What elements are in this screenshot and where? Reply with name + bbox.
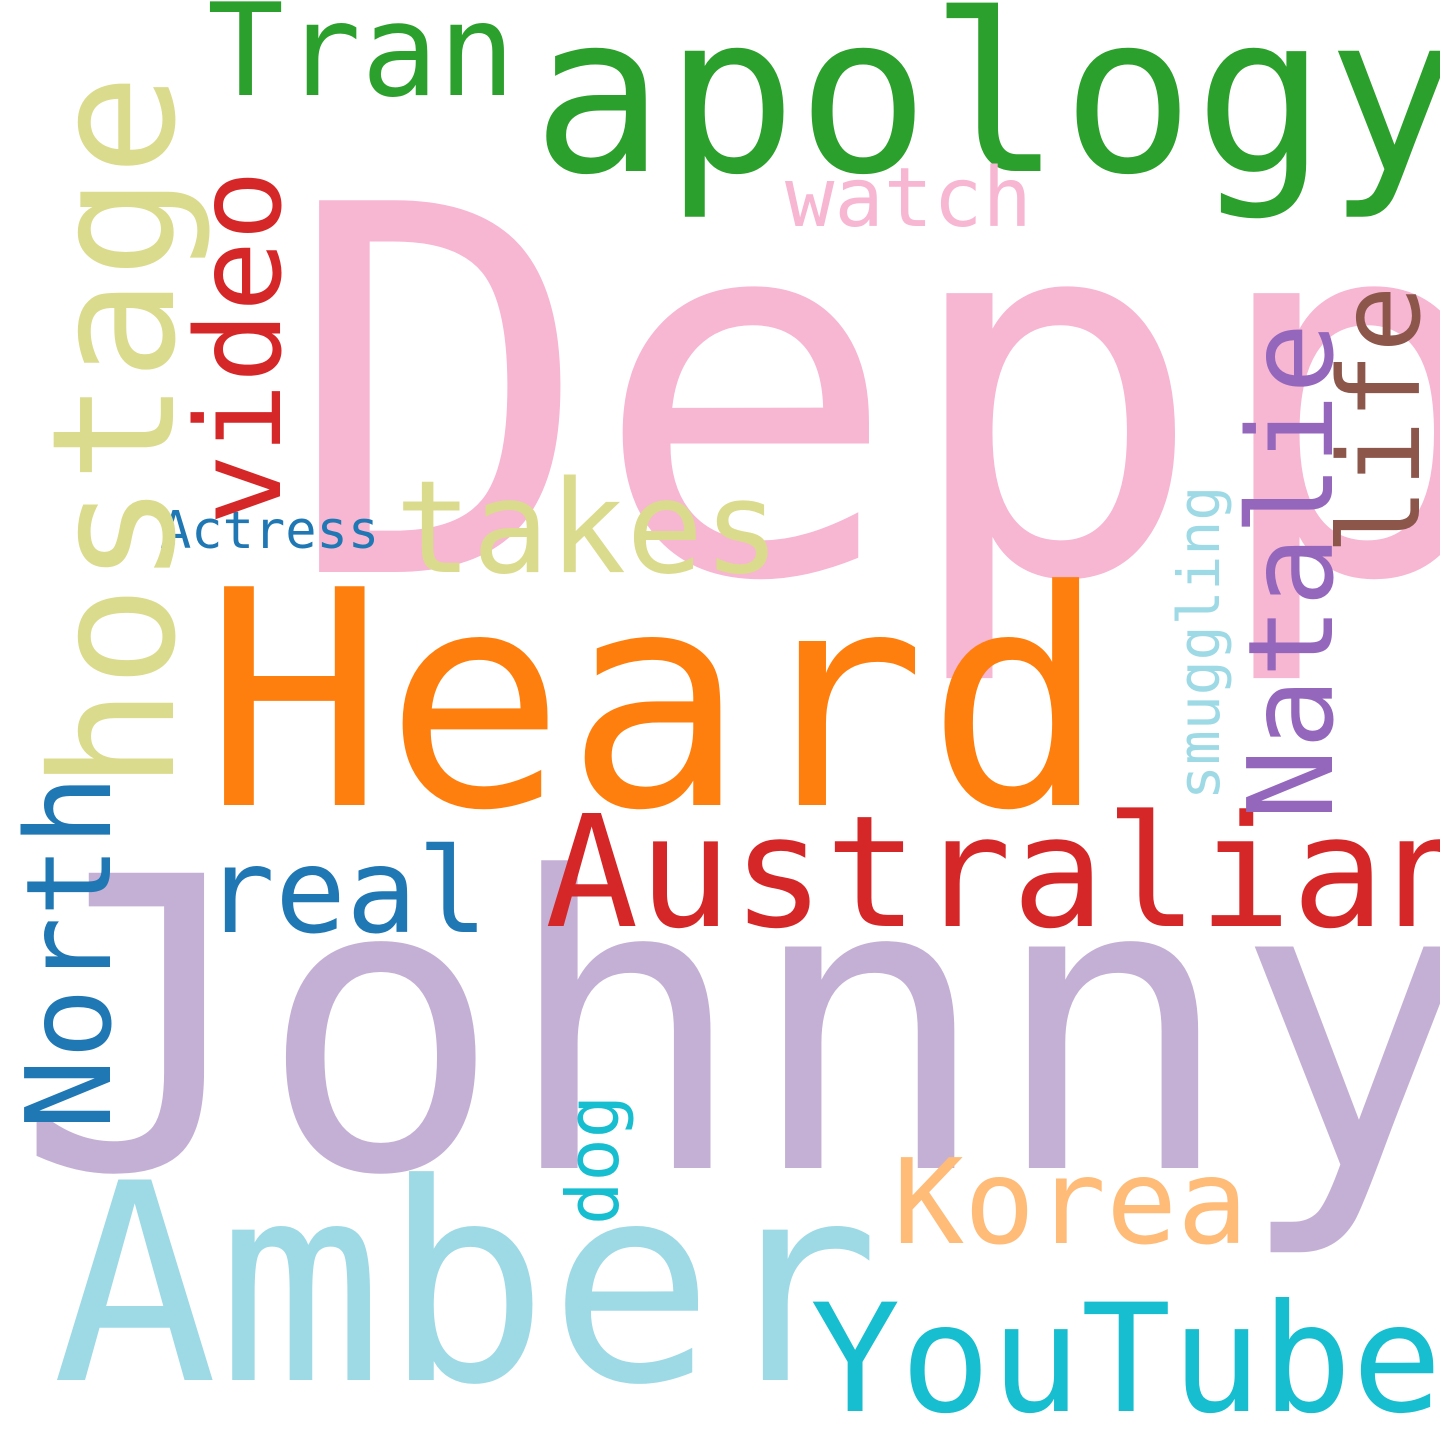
word-johnny: Johnny xyxy=(15,792,1440,1264)
word-north: North xyxy=(0,774,138,1130)
word-takes: takes xyxy=(395,454,781,603)
word-dog: dog xyxy=(551,1094,635,1225)
word-australian: Australian xyxy=(545,782,1440,963)
word-tran: Tran xyxy=(207,0,516,126)
word-heard: Heard xyxy=(204,527,1108,876)
word-actress: Actress xyxy=(160,501,380,561)
word-youtuber: YouTuber xyxy=(810,1273,1440,1440)
word-apology: apology xyxy=(532,0,1440,223)
word-smuggling: smuggling xyxy=(1165,485,1233,800)
word-watch: watch xyxy=(785,151,1032,246)
word-life: life xyxy=(1316,285,1440,555)
word-korea: Korea xyxy=(893,1133,1249,1271)
word-video: video xyxy=(170,169,308,525)
word-real: real xyxy=(204,822,489,960)
word-amber: Amber xyxy=(52,1125,880,1440)
word-depp: Depp xyxy=(285,100,1440,693)
